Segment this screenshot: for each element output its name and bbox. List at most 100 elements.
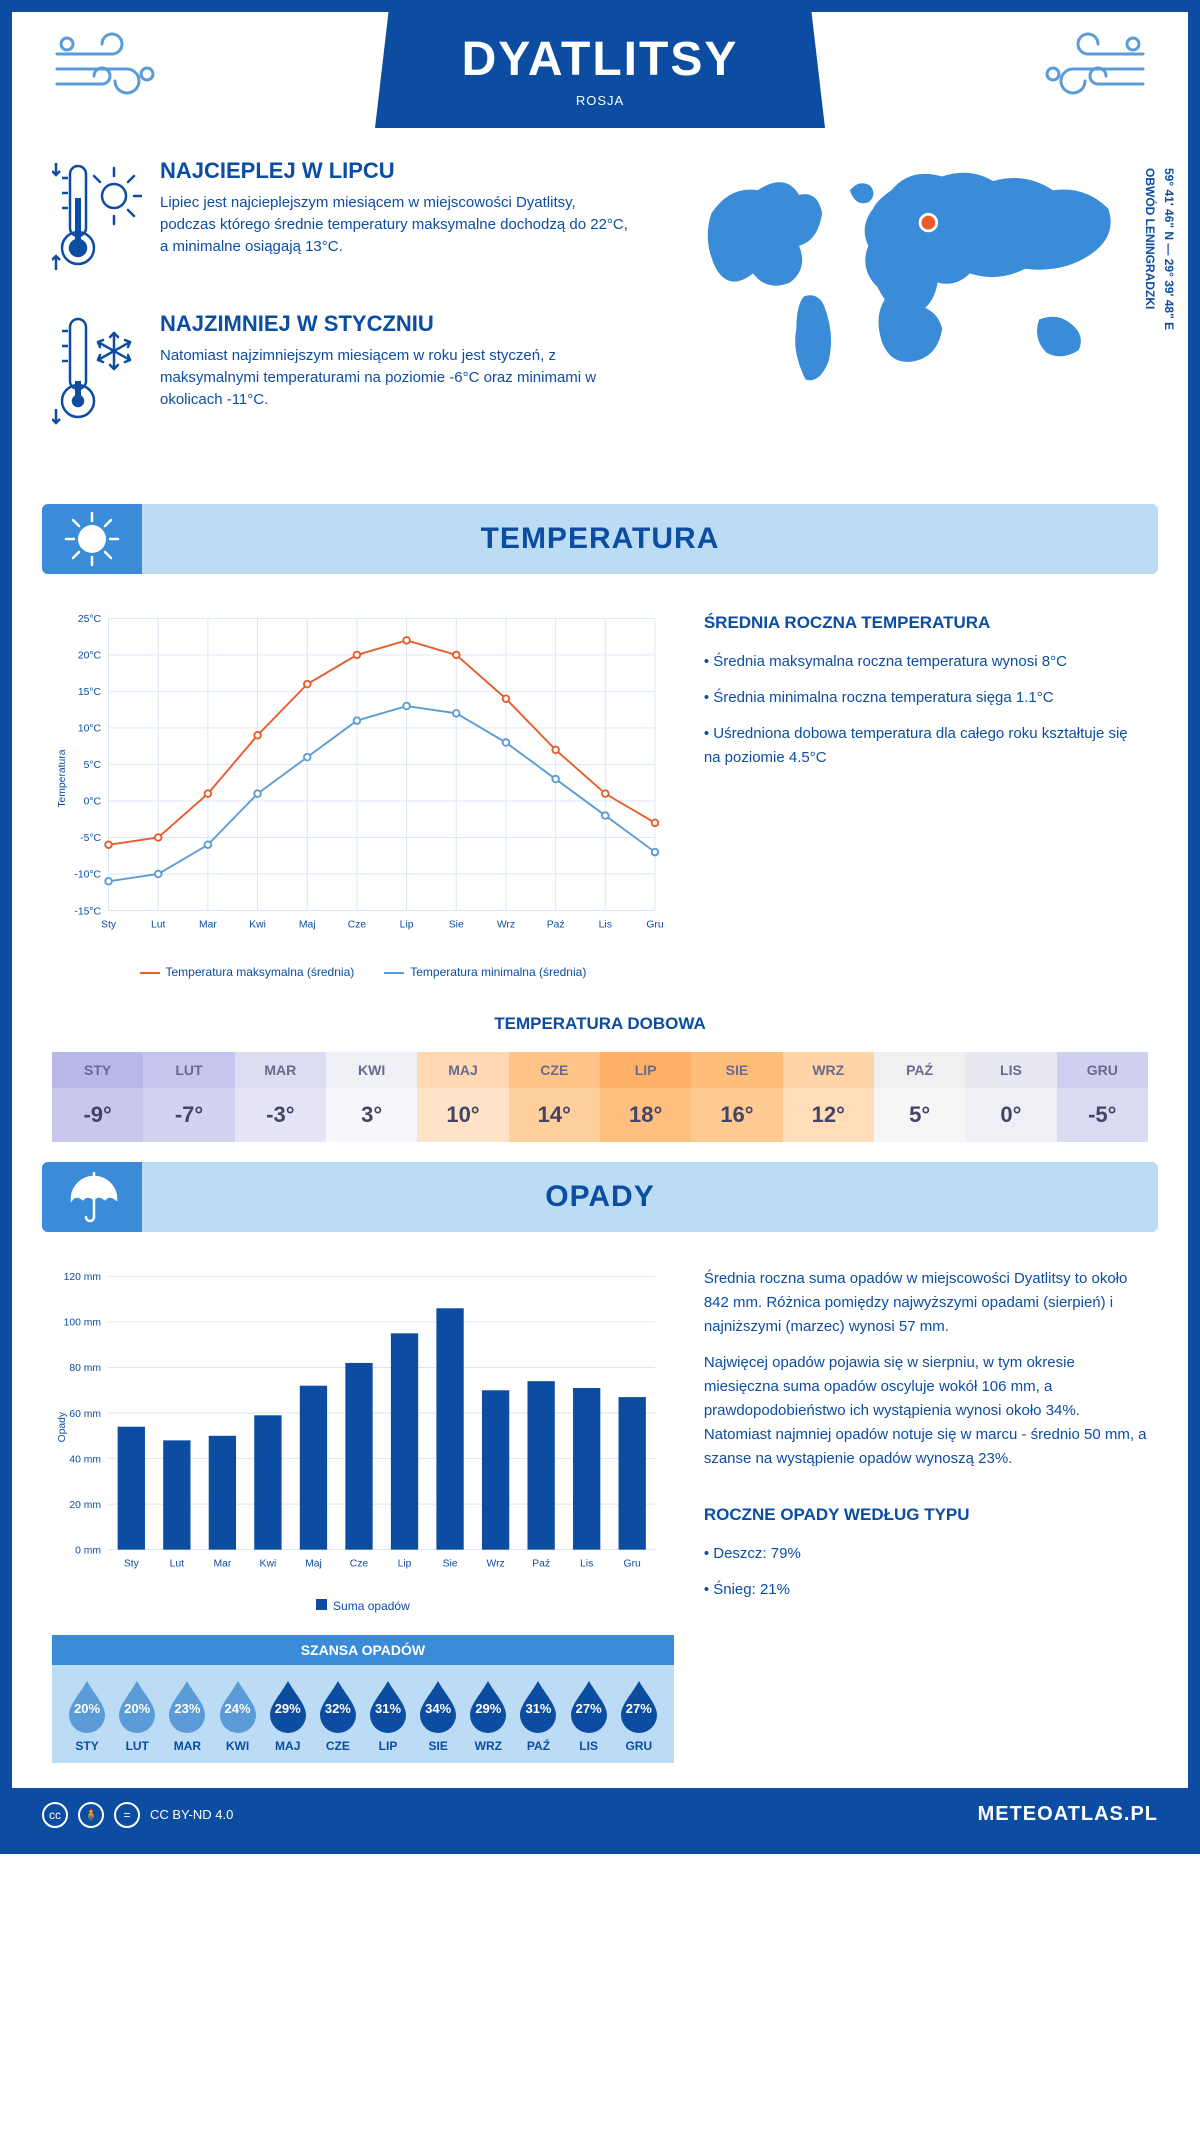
daily-temp-cell: MAJ10° [417, 1052, 508, 1142]
raindrop-icon: 34% [416, 1679, 460, 1733]
precip-title: OPADY [142, 1180, 1158, 1214]
temperature-line-chart: -15°C-10°C-5°C0°C5°C10°C15°C20°C25°CStyL… [52, 609, 674, 948]
temperature-content: -15°C-10°C-5°C0°C5°C10°C15°C20°C25°CStyL… [12, 584, 1188, 1004]
cold-description: Natomiast najzimniejszym miesiącem w rok… [160, 345, 633, 410]
raindrop-icon: 20% [115, 1679, 159, 1733]
precip-bar-chart: 0 mm20 mm40 mm60 mm80 mm100 mm120 mmStyL… [52, 1267, 674, 1587]
svg-text:Maj: Maj [305, 1559, 322, 1570]
header-band: DYATLITSY ROSJA [375, 12, 825, 128]
svg-text:-15°C: -15°C [74, 906, 101, 917]
svg-text:Wrz: Wrz [486, 1559, 504, 1570]
chance-cell: 20% LUT [112, 1679, 162, 1753]
daily-temp-cell: WRZ12° [783, 1052, 874, 1142]
raindrop-icon: 24% [216, 1679, 260, 1733]
nd-icon: = [114, 1802, 140, 1828]
svg-text:Paź: Paź [547, 919, 565, 930]
svg-text:Lip: Lip [400, 919, 414, 930]
by-icon: 🧍 [78, 1802, 104, 1828]
precip-legend: Suma opadów [52, 1599, 674, 1613]
cold-title: NAJZIMNIEJ W STYCZNIU [160, 311, 633, 337]
daily-temp-cell: PAŹ5° [874, 1052, 965, 1142]
annual-temp-b2: • Średnia minimalna roczna temperatura s… [704, 686, 1148, 710]
svg-text:100 mm: 100 mm [64, 1318, 101, 1329]
svg-text:Opady: Opady [57, 1411, 68, 1442]
raindrop-icon: 31% [366, 1679, 410, 1733]
temperature-legend: Temperatura maksymalna (średnia) Tempera… [52, 965, 674, 979]
raindrop-icon: 23% [165, 1679, 209, 1733]
chance-cell: 31% PAŹ [513, 1679, 563, 1753]
svg-text:Temperatura: Temperatura [57, 749, 68, 807]
legend-min-label: Temperatura minimalna (średnia) [410, 965, 586, 979]
daily-temp-cell: LIP18° [600, 1052, 691, 1142]
header-row: DYATLITSY ROSJA [12, 12, 1188, 128]
svg-text:20°C: 20°C [78, 651, 102, 662]
country-subtitle: ROSJA [375, 93, 825, 108]
intro-left: NAJCIEPLEJ W LIPCU Lipiec jest najcieple… [52, 158, 633, 464]
wind-deco-left [52, 24, 162, 116]
wind-deco-right [1038, 24, 1148, 116]
svg-text:80 mm: 80 mm [69, 1363, 101, 1374]
chance-cell: 34% SIE [413, 1679, 463, 1753]
svg-text:0 mm: 0 mm [75, 1546, 101, 1557]
intro-right: 59° 41' 46" N — 29° 39' 48" E OBWÓD LENI… [663, 158, 1148, 464]
legend-max: Temperatura maksymalna (średnia) [140, 965, 355, 979]
coords-latlon: 59° 41' 46" N — 29° 39' 48" E [1162, 168, 1176, 330]
svg-text:Cze: Cze [348, 919, 367, 930]
svg-text:25°C: 25°C [78, 614, 102, 625]
annual-temp-b3: • Uśredniona dobowa temperatura dla całe… [704, 722, 1148, 770]
chance-wrap: SZANSA OPADÓW 20% STY 20% LUT 23% MAR 24… [52, 1635, 674, 1763]
svg-text:120 mm: 120 mm [64, 1272, 101, 1283]
raindrop-icon: 29% [466, 1679, 510, 1733]
svg-text:Mar: Mar [213, 1559, 231, 1570]
svg-text:-5°C: -5°C [80, 833, 101, 844]
chance-cell: 31% LIP [363, 1679, 413, 1753]
svg-text:Paź: Paź [532, 1559, 550, 1570]
warm-title: NAJCIEPLEJ W LIPCU [160, 158, 633, 184]
svg-text:Lut: Lut [170, 1559, 185, 1570]
location-pin-icon [920, 214, 937, 231]
chance-cell: 29% MAJ [263, 1679, 313, 1753]
temperature-chart-wrap: -15°C-10°C-5°C0°C5°C10°C15°C20°C25°CStyL… [52, 609, 674, 979]
svg-text:0°C: 0°C [84, 797, 102, 808]
svg-text:Lut: Lut [151, 919, 166, 930]
precip-legend-label: Suma opadów [333, 1599, 410, 1613]
precip-p2: Najwięcej opadów pojawia się w sierpniu,… [704, 1351, 1148, 1471]
daily-temp-cell: GRU-5° [1057, 1052, 1148, 1142]
svg-text:Wrz: Wrz [497, 919, 515, 930]
infographic-frame: DYATLITSY ROSJA NAJCIEPLEJ W LIPCU Lipie… [0, 0, 1200, 1854]
coords-region: OBWÓD LENINGRADZKI [1143, 168, 1157, 309]
svg-text:Sty: Sty [124, 1559, 140, 1570]
chance-cell: 27% GRU [614, 1679, 664, 1753]
daily-temp-title: TEMPERATURA DOBOWA [12, 1014, 1188, 1034]
warm-text: NAJCIEPLEJ W LIPCU Lipiec jest najcieple… [160, 158, 633, 283]
svg-text:Cze: Cze [350, 1559, 369, 1570]
coordinates: 59° 41' 46" N — 29° 39' 48" E OBWÓD LENI… [1140, 168, 1178, 330]
precip-type-title: ROCZNE OPADY WEDŁUG TYPU [704, 1501, 1148, 1528]
raindrop-icon: 27% [567, 1679, 611, 1733]
svg-text:60 mm: 60 mm [69, 1409, 101, 1420]
precip-p1: Średnia roczna suma opadów w miejscowośc… [704, 1267, 1148, 1339]
chance-row: 20% STY 20% LUT 23% MAR 24% KWI 29% MAJ … [52, 1665, 674, 1763]
svg-text:Gru: Gru [624, 1559, 642, 1570]
precip-chart-wrap: 0 mm20 mm40 mm60 mm80 mm100 mm120 mmStyL… [52, 1267, 674, 1762]
temperature-title: TEMPERATURA [142, 522, 1158, 556]
precip-type-snow: • Śnieg: 21% [704, 1578, 1148, 1602]
svg-text:5°C: 5°C [84, 760, 102, 771]
footer: cc 🧍 = CC BY-ND 4.0 METEOATLAS.PL [12, 1788, 1188, 1842]
raindrop-icon: 27% [617, 1679, 661, 1733]
warm-description: Lipiec jest najcieplejszym miesiącem w m… [160, 192, 633, 257]
site-name: METEOATLAS.PL [978, 1803, 1158, 1826]
daily-temp-table: STY-9°LUT-7°MAR-3°KWI3°MAJ10°CZE14°LIP18… [52, 1052, 1148, 1142]
svg-text:Lis: Lis [580, 1559, 593, 1570]
temperature-section-header: TEMPERATURA [42, 504, 1158, 574]
raindrop-icon: 31% [516, 1679, 560, 1733]
chance-cell: 20% STY [62, 1679, 112, 1753]
svg-text:15°C: 15°C [78, 687, 102, 698]
cc-icon: cc [42, 1802, 68, 1828]
license-text: CC BY-ND 4.0 [150, 1807, 233, 1822]
svg-text:Sty: Sty [101, 919, 117, 930]
chance-cell: 24% KWI [212, 1679, 262, 1753]
umbrella-icon [42, 1162, 142, 1232]
chance-title: SZANSA OPADÓW [52, 1635, 674, 1665]
svg-text:40 mm: 40 mm [69, 1455, 101, 1466]
